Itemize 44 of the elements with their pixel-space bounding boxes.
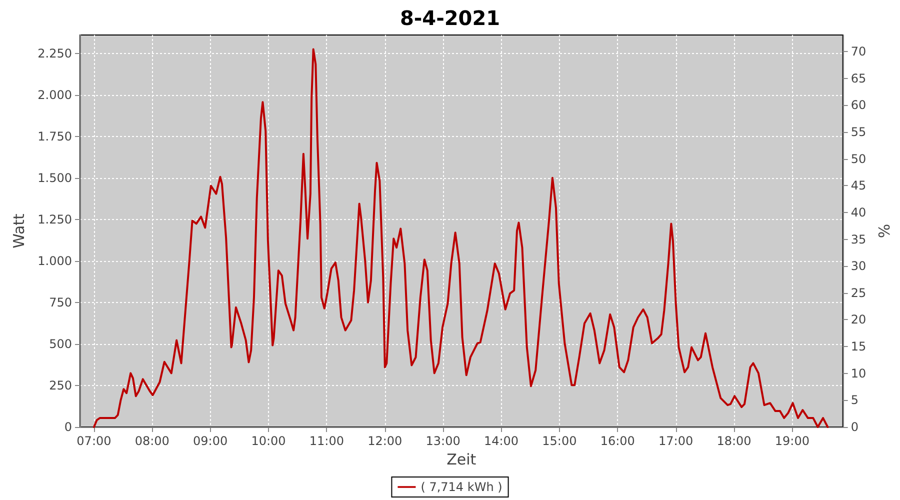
y-tick-label: 1.000 <box>38 254 72 268</box>
x-tick-label: 11:00 <box>309 434 344 448</box>
y-tick-label: 1.750 <box>38 129 72 144</box>
y-tick-label: 1.500 <box>38 170 72 185</box>
chart-title: 8-4-2021 <box>400 6 500 30</box>
y-tick-label: 750 <box>49 295 72 310</box>
y2-tick-label: 30 <box>850 259 866 274</box>
y-tick-label: 0 <box>64 420 72 434</box>
y2-axis-title: % <box>876 224 894 238</box>
y2-tick-label: 10 <box>850 366 866 380</box>
x-tick-label: 15:00 <box>542 434 577 448</box>
x-tick-label: 17:00 <box>658 434 694 448</box>
x-tick-label: 18:00 <box>716 434 752 448</box>
legend-label: ( 7,714 kWh ) <box>420 480 502 494</box>
x-tick-label: 14:00 <box>484 434 519 448</box>
y-tick-label: 2.250 <box>38 46 72 60</box>
y2-tick-label: 65 <box>850 71 866 86</box>
y-axis-title: Watt <box>10 213 28 248</box>
y2-tick-label: 35 <box>850 232 866 246</box>
y2-tick-label: 20 <box>850 312 866 327</box>
x-tick-label: 16:00 <box>600 434 635 448</box>
y2-tick-label: 70 <box>850 44 866 59</box>
x-axis-title: Zeit <box>446 450 476 468</box>
y2-tick-label: 15 <box>850 340 866 354</box>
x-tick-label: 19:00 <box>774 434 810 448</box>
x-tick-label: 09:00 <box>193 434 228 448</box>
y2-tick-label: 45 <box>850 178 866 193</box>
x-tick-label: 10:00 <box>251 434 286 448</box>
y2-tick-label: 50 <box>850 152 866 166</box>
y-tick-label: 1.250 <box>38 212 72 226</box>
y2-tick-label: 55 <box>850 125 866 140</box>
y2-tick-label: 0 <box>850 420 858 434</box>
x-tick-label: 12:00 <box>368 434 402 448</box>
x-tick-label: 07:00 <box>76 434 112 448</box>
line-series <box>92 48 829 428</box>
x-tick-label: 08:00 <box>134 434 170 448</box>
y2-tick-label: 60 <box>850 98 866 112</box>
y-tick-label: 500 <box>49 336 72 351</box>
y-tick-label: 250 <box>49 378 72 392</box>
y2-tick-label: 5 <box>850 393 858 408</box>
y2-tick-label: 25 <box>850 286 866 300</box>
x-tick-label: 13:00 <box>426 434 460 448</box>
y-tick-label: 2.000 <box>38 88 72 102</box>
y2-tick-label: 40 <box>850 206 866 220</box>
